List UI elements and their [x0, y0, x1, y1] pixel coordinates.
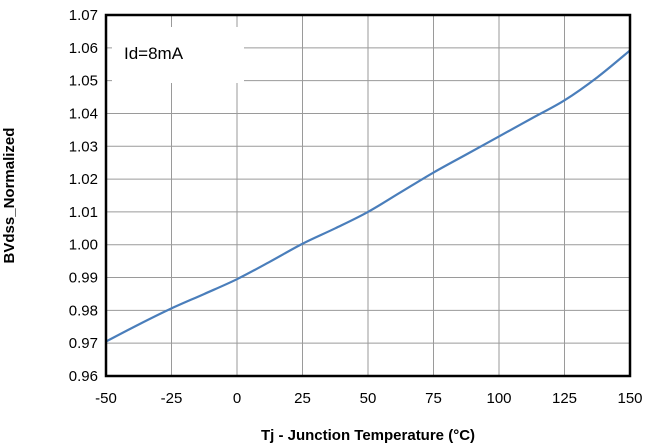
x-tick-label: 150	[617, 390, 642, 407]
y-tick-label: 1.01	[69, 204, 98, 221]
y-tick-label: 1.07	[69, 7, 98, 24]
x-tick-label: 50	[360, 390, 377, 407]
annotation-label: Id=8mA	[124, 44, 184, 63]
y-tick-label: 0.96	[69, 368, 98, 385]
grid	[105, 14, 631, 377]
annotation-box	[112, 27, 244, 83]
y-tick-label: 1.05	[69, 73, 98, 90]
x-tick-label: -50	[95, 390, 117, 407]
x-tick-labels: -50 -25 0 25 50 75 100 125 150	[95, 390, 642, 407]
x-tick-label: 75	[425, 390, 442, 407]
x-tick-label: -25	[161, 390, 183, 407]
x-tick-label: 25	[294, 390, 311, 407]
y-tick-label: 1.04	[69, 105, 98, 122]
y-tick-label: 0.98	[69, 302, 98, 319]
y-tick-label: 1.06	[69, 40, 98, 57]
x-tick-label: 100	[486, 390, 511, 407]
y-tick-labels: 0.96 0.97 0.98 0.99 1.00 1.01 1.02 1.03 1.04 1.05…	[69, 7, 98, 385]
y-tick-label: 1.02	[69, 171, 98, 188]
y-tick-label: 0.97	[69, 335, 98, 352]
x-tick-label: 0	[233, 390, 241, 407]
y-tick-label: 0.99	[69, 270, 98, 287]
y-tick-label: 1.03	[69, 138, 98, 155]
y-axis-title: BVdss_Normalized	[1, 128, 18, 264]
x-axis-title: Tj - Junction Temperature (°C)	[261, 427, 475, 444]
y-tick-label: 1.00	[69, 237, 98, 254]
plot-border	[104, 13, 632, 378]
x-tick-label: 125	[552, 390, 577, 407]
series-line	[105, 49, 631, 343]
